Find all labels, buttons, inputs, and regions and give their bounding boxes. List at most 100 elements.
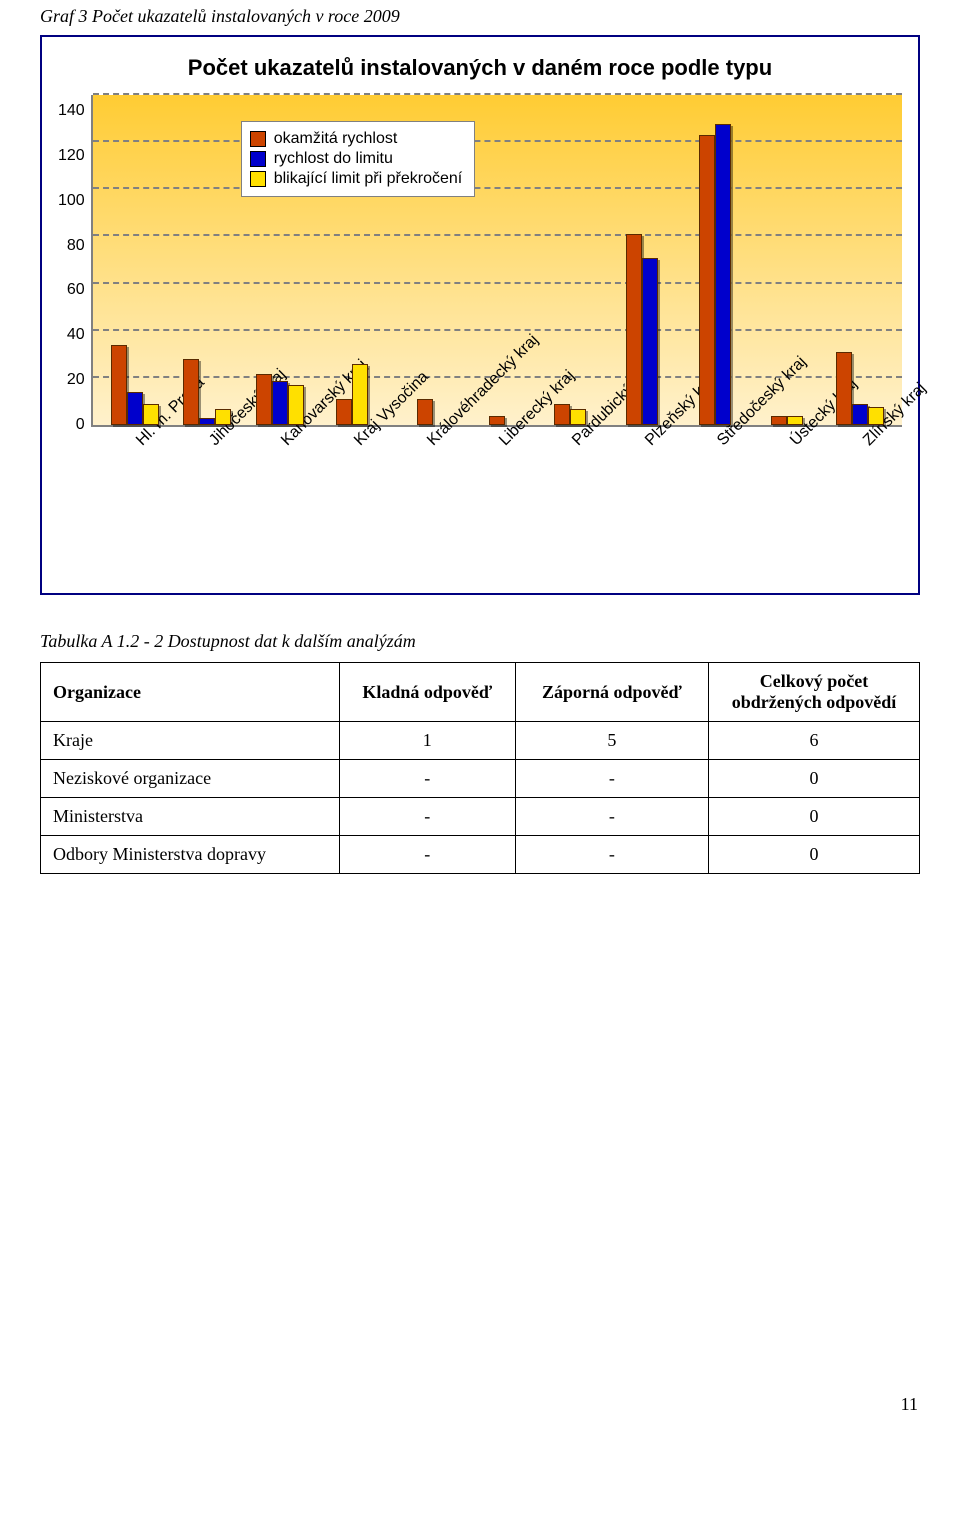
chart-title: Počet ukazatelů instalovaných v daném ro…	[58, 55, 902, 81]
bar	[127, 392, 143, 425]
x-label: Kraj Vysočina	[315, 427, 388, 575]
x-label: Královéhradecký kraj	[387, 427, 460, 575]
chart-frame: Počet ukazatelů instalovaných v daném ro…	[40, 35, 920, 595]
y-tick-label: 80	[67, 238, 85, 254]
table-cell: -	[515, 798, 708, 836]
category-group	[461, 416, 533, 425]
bar	[787, 416, 803, 425]
bar	[199, 418, 215, 425]
legend-label: rychlost do limitu	[274, 150, 393, 168]
legend-item: blikající limit při překročení	[250, 170, 463, 188]
table-cell: Neziskové organizace	[41, 760, 340, 798]
y-tick-label: 100	[58, 193, 85, 209]
category-group	[824, 352, 896, 425]
table-row: Odbory Ministerstva dopravy--0	[41, 836, 920, 874]
table-cell: 0	[709, 836, 920, 874]
table-cell: 5	[515, 722, 708, 760]
category-group	[99, 345, 171, 425]
table-cell: -	[515, 760, 708, 798]
table-cell: 6	[709, 722, 920, 760]
table-cell: 1	[339, 722, 515, 760]
data-table: OrganizaceKladná odpověďZáporná odpověďC…	[40, 662, 920, 874]
table-cell: -	[339, 836, 515, 874]
x-label: Ústecký kraj	[751, 427, 824, 575]
plot-area: okamžitá rychlost rychlost do limitu blika…	[91, 95, 902, 427]
x-label: Hl. m. Praha	[97, 427, 170, 575]
legend-swatch	[250, 131, 266, 147]
legend-swatch	[250, 151, 266, 167]
table-cell: -	[515, 836, 708, 874]
y-tick-label: 40	[67, 327, 85, 343]
bar	[336, 399, 352, 425]
table-header-cell: Celkový počet obdržených odpovědí	[709, 663, 920, 722]
y-tick-label: 140	[58, 103, 85, 119]
x-label: Středočeský kraj	[678, 427, 751, 575]
table-header-cell: Organizace	[41, 663, 340, 722]
figure-caption: Graf 3 Počet ukazatelů instalovaných v r…	[40, 6, 920, 27]
table-header-cell: Kladná odpověď	[339, 663, 515, 722]
bar	[288, 385, 304, 425]
bar	[771, 416, 787, 425]
bar	[111, 345, 127, 425]
legend-item: rychlost do limitu	[250, 150, 463, 168]
table-row: Ministerstva--0	[41, 798, 920, 836]
y-tick-label: 120	[58, 148, 85, 164]
bar	[143, 404, 159, 425]
page-number: 11	[40, 1394, 918, 1415]
y-tick-label: 60	[67, 282, 85, 298]
y-tick-label: 20	[67, 372, 85, 388]
bar	[626, 234, 642, 425]
table-cell: -	[339, 760, 515, 798]
table-row: Kraje156	[41, 722, 920, 760]
bar	[836, 352, 852, 425]
table-row: Neziskové organizace--0	[41, 760, 920, 798]
bar	[183, 359, 199, 425]
bar	[489, 416, 505, 425]
category-group	[171, 359, 243, 425]
bar	[715, 124, 731, 425]
legend-swatch	[250, 171, 266, 187]
x-label: Jihočeský kraj	[169, 427, 242, 575]
bar	[642, 258, 658, 425]
table-cell: Ministerstva	[41, 798, 340, 836]
category-group	[244, 374, 316, 426]
bar	[554, 404, 570, 425]
category-group	[606, 234, 678, 425]
bar	[852, 404, 868, 425]
x-label: Pardubický kraj	[533, 427, 606, 575]
table-cell: Odbory Ministerstva dopravy	[41, 836, 340, 874]
bar	[699, 135, 715, 425]
category-group	[316, 364, 388, 425]
legend-item: okamžitá rychlost	[250, 130, 463, 148]
chart-body: 140 120 100 80 60 40 20 0 okamžitá rychlost rych…	[58, 95, 902, 575]
bar	[868, 407, 884, 426]
category-group	[751, 416, 823, 425]
bar	[570, 409, 586, 425]
legend-label: blikající limit při překročení	[274, 170, 463, 188]
table-cell: Kraje	[41, 722, 340, 760]
category-group	[534, 404, 606, 425]
x-label: Zlínský kraj	[823, 427, 896, 575]
table-cell: 0	[709, 760, 920, 798]
y-tick-label: 0	[76, 417, 85, 433]
bar	[256, 374, 272, 426]
table-cell: -	[339, 798, 515, 836]
legend-label: okamžitá rychlost	[274, 130, 398, 148]
bar	[272, 381, 288, 425]
bar	[417, 399, 433, 425]
bar	[352, 364, 368, 425]
x-label: Liberecký kraj	[460, 427, 533, 575]
category-group	[679, 124, 751, 425]
x-label: Karlovarský kraj	[242, 427, 315, 575]
legend-box: okamžitá rychlost rychlost do limitu blika…	[241, 121, 476, 197]
y-axis: 140120100806040200	[58, 95, 91, 425]
table-header-row: OrganizaceKladná odpověďZáporná odpověďC…	[41, 663, 920, 722]
bar	[215, 409, 231, 425]
category-group	[389, 399, 461, 425]
table-header-cell: Záporná odpověď	[515, 663, 708, 722]
x-axis: Hl. m. PrahaJihočeský krajKarlovarský kr…	[91, 427, 902, 575]
table-caption: Tabulka A 1.2 - 2 Dostupnost dat k další…	[40, 631, 920, 652]
x-label: Plzeňský kraj	[605, 427, 678, 575]
table-cell: 0	[709, 798, 920, 836]
bars-row	[93, 95, 902, 425]
